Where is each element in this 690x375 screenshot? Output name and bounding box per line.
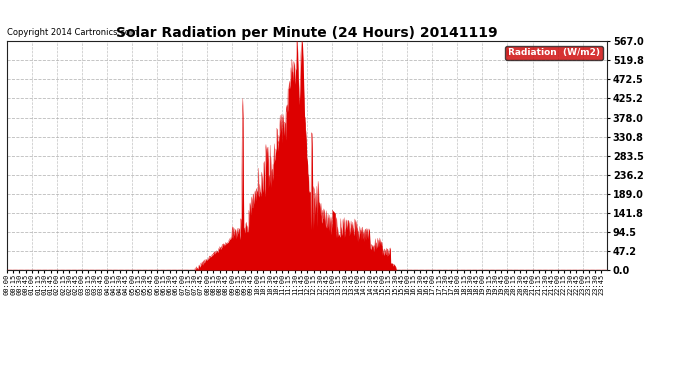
Text: Copyright 2014 Cartronics.com: Copyright 2014 Cartronics.com <box>7 28 138 37</box>
Title: Solar Radiation per Minute (24 Hours) 20141119: Solar Radiation per Minute (24 Hours) 20… <box>116 26 498 40</box>
Legend: Radiation  (W/m2): Radiation (W/m2) <box>505 46 602 60</box>
